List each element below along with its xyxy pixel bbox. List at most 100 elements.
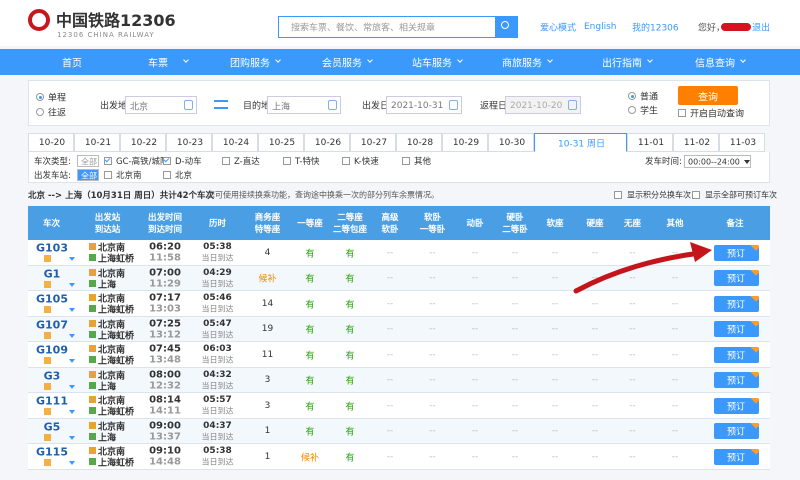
trip-type[interactable]: 往返: [48, 108, 67, 119]
book-button[interactable]: 预订: [714, 397, 759, 414]
date-tab[interactable]: 10-27: [350, 133, 396, 152]
filter-option[interactable]: 其他: [414, 157, 432, 167]
nav-item[interactable]: 首页: [62, 58, 82, 70]
nav-item[interactable]: 信息查询: [695, 58, 735, 70]
field-input[interactable]: 2021-10-20: [505, 96, 581, 114]
date-tab[interactable]: 10-23: [166, 133, 212, 152]
date-tab[interactable]: 10-31 周日: [534, 133, 627, 152]
train-number[interactable]: G111: [36, 394, 68, 408]
filter-option[interactable]: 北京南: [116, 171, 142, 181]
checkbox[interactable]: [402, 157, 410, 165]
nav-item[interactable]: 站车服务: [412, 58, 452, 70]
checkbox[interactable]: [163, 171, 171, 179]
trip-type[interactable]: 单程: [48, 93, 67, 104]
date-tab[interactable]: 10-21: [74, 133, 120, 152]
train-detail-arrow[interactable]: [69, 384, 75, 392]
nav-item[interactable]: 出行指南: [602, 58, 642, 70]
seat-availability: 有: [345, 325, 355, 336]
radio[interactable]: [36, 93, 44, 101]
nav-item[interactable]: 车票: [148, 58, 168, 70]
date-tab[interactable]: 10-29: [442, 133, 488, 152]
header-link[interactable]: 爱心模式: [540, 23, 577, 34]
train-detail-arrow[interactable]: [69, 333, 75, 341]
date-tab[interactable]: 11-02: [673, 133, 719, 152]
train-number[interactable]: G107: [36, 318, 68, 331]
header-link[interactable]: 我的12306: [632, 23, 679, 34]
train-number[interactable]: G115: [36, 445, 68, 459]
filter-option[interactable]: K-快速: [354, 157, 379, 167]
checkbox[interactable]: [104, 171, 112, 179]
radio[interactable]: [628, 92, 636, 100]
passenger-type[interactable]: 学生: [640, 106, 659, 117]
train-detail-arrow[interactable]: [69, 435, 75, 443]
checkbox[interactable]: [678, 109, 686, 117]
nav-item[interactable]: 会员服务: [322, 58, 362, 70]
date-tab[interactable]: 11-03: [719, 133, 765, 152]
arrival-day: 当日到达: [201, 457, 234, 467]
date-tab[interactable]: 10-24: [212, 133, 258, 152]
book-button[interactable]: 预订: [714, 270, 759, 286]
date-tab[interactable]: 10-25: [258, 133, 304, 152]
date-tab[interactable]: 10-26: [304, 133, 350, 152]
filter-option[interactable]: 北京: [175, 171, 193, 181]
date-tab[interactable]: 11-01: [627, 133, 673, 152]
date-tab[interactable]: 10-22: [120, 133, 166, 152]
nav-item[interactable]: 团购服务: [230, 58, 270, 70]
book-button[interactable]: 预订: [714, 321, 759, 337]
query-button[interactable]: 查询: [678, 86, 738, 105]
radio[interactable]: [628, 106, 636, 114]
book-button[interactable]: 预订: [714, 423, 759, 439]
filter-all[interactable]: 全部: [77, 169, 99, 181]
time-select[interactable]: 00:00--24:00: [684, 155, 751, 168]
radio[interactable]: [36, 108, 44, 116]
train-detail-arrow[interactable]: [69, 461, 75, 468]
book-button[interactable]: 预订: [714, 244, 759, 261]
nav-item[interactable]: 商旅服务: [502, 58, 542, 70]
train-detail-arrow[interactable]: [69, 308, 75, 315]
train-number[interactable]: G109: [36, 343, 68, 357]
checkbox[interactable]: [342, 157, 350, 165]
field-input[interactable]: 北京: [125, 96, 197, 114]
checkbox[interactable]: [222, 157, 230, 165]
checkbox[interactable]: [692, 191, 700, 199]
date-tab-label: 10-23: [176, 138, 204, 148]
date-tab-label: 11-01: [637, 138, 665, 148]
filter-option[interactable]: T-特快: [295, 157, 320, 167]
train-number[interactable]: G1: [43, 267, 61, 280]
book-button[interactable]: 预订: [714, 448, 759, 465]
date-tab[interactable]: 10-20: [28, 133, 74, 152]
book-button[interactable]: 预订: [714, 295, 759, 312]
checkbox[interactable]: [283, 157, 291, 165]
checkbox[interactable]: [104, 156, 112, 165]
book-button[interactable]: 预订: [714, 372, 759, 388]
train-detail-arrow[interactable]: [69, 359, 75, 366]
display-option[interactable]: 显示积分兑换车次: [627, 190, 691, 200]
train-detail-arrow[interactable]: [69, 282, 75, 290]
book-button[interactable]: 预订: [714, 346, 759, 363]
search-button[interactable]: [496, 16, 518, 38]
checkbox[interactable]: [614, 191, 622, 199]
search-input[interactable]: 搜索车票、餐饮、常旅客、相关规章: [278, 16, 496, 38]
date-tab[interactable]: 10-30: [488, 133, 534, 152]
train-number[interactable]: G103: [36, 241, 68, 255]
date-tab[interactable]: 10-28: [396, 133, 442, 152]
book-button-corner: [750, 372, 759, 378]
train-detail-arrow[interactable]: [69, 257, 75, 264]
field-input[interactable]: 上海: [267, 96, 341, 114]
header-link[interactable]: 退出: [752, 23, 771, 34]
checkbox[interactable]: [163, 156, 171, 165]
passenger-type[interactable]: 普通: [640, 92, 659, 103]
train-number[interactable]: G105: [36, 292, 68, 306]
train-number[interactable]: G3: [43, 369, 61, 382]
filter-option[interactable]: D-动车: [175, 157, 202, 167]
header-link[interactable]: English: [584, 22, 617, 32]
filter-all[interactable]: 全部: [77, 155, 99, 167]
swap-icon[interactable]: [214, 100, 228, 109]
train-number[interactable]: G5: [43, 420, 61, 433]
train-detail-arrow[interactable]: [69, 410, 75, 417]
field-input[interactable]: 2021-10-31: [386, 96, 462, 114]
display-option[interactable]: 显示全部可预订车次: [705, 190, 777, 200]
filter-option[interactable]: GC-高铁/城际: [116, 157, 169, 167]
auto-query-label[interactable]: 开启自动查询: [690, 109, 745, 120]
filter-option[interactable]: Z-直达: [234, 157, 260, 167]
